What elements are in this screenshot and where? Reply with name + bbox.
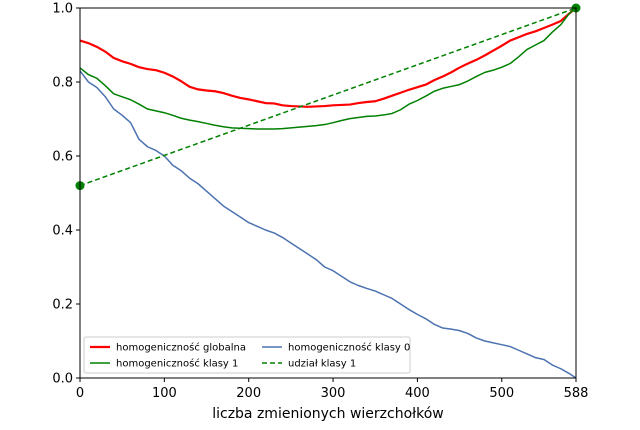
series-line-1 xyxy=(79,7,577,108)
x-tick-label: 588 xyxy=(564,386,589,401)
legend-label: homogeniczność klasy 0 xyxy=(288,342,410,354)
series-line-2 xyxy=(79,7,577,130)
x-tick-label: 200 xyxy=(236,386,261,401)
x-tick-label: 500 xyxy=(489,386,514,401)
series-layer xyxy=(79,7,577,379)
plot-frame xyxy=(79,7,577,379)
x-tick-label: 100 xyxy=(152,386,177,401)
y-tick-label: 0.2 xyxy=(52,298,73,313)
y-tick-label: 0.4 xyxy=(52,224,73,239)
y-tick-label: 1.0 xyxy=(52,2,73,17)
legend-box xyxy=(83,336,411,374)
x-tick-label: 400 xyxy=(405,386,430,401)
x-axis: 0 100 200 300 400 500 588 xyxy=(76,378,589,401)
legend-label: homogeniczność klasy 1 xyxy=(116,358,238,370)
y-tick-label: 0.0 xyxy=(52,372,73,387)
x-tick-label: 0 xyxy=(76,386,84,401)
plot-area xyxy=(80,8,576,378)
legend-label: homogeniczność globalna xyxy=(116,342,246,354)
y-tick-label: 0.6 xyxy=(52,150,73,165)
legend: homogeniczność globalna homogeniczność kl… xyxy=(83,336,411,374)
y-tick-label: 0.8 xyxy=(52,76,73,91)
legend-label: udział klasy 1 xyxy=(288,359,356,370)
x-tick-label: 300 xyxy=(321,386,346,401)
x-axis-label: liczba zmienionych wierzchołków xyxy=(212,406,444,422)
y-axis: 0.0 0.2 0.4 0.6 0.8 1.0 xyxy=(52,2,80,387)
series-line-3 xyxy=(79,70,577,379)
